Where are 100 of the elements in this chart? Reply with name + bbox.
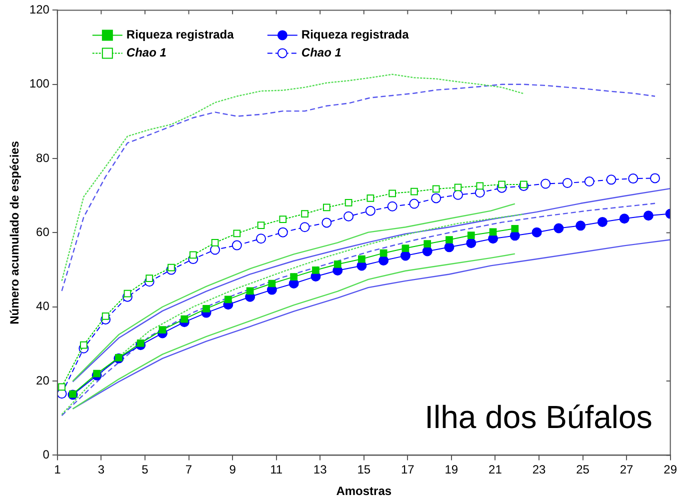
point — [279, 216, 287, 224]
point — [410, 188, 418, 196]
point — [562, 178, 572, 188]
point — [532, 227, 542, 238]
point — [467, 232, 475, 239]
y-tick-label: 80 — [36, 150, 50, 165]
y-tick-label: 100 — [29, 76, 50, 91]
point — [476, 182, 484, 190]
x-axis-title: Amostras — [336, 484, 392, 498]
point — [290, 273, 298, 281]
legend-label: Chao 1 — [301, 46, 342, 60]
y-tick-label: 20 — [36, 373, 50, 388]
point — [58, 383, 66, 391]
y-tick-label: 120 — [29, 2, 50, 17]
legend-label: Chao 1 — [126, 46, 167, 60]
point — [540, 178, 551, 189]
x-tick-label: 27 — [620, 462, 634, 477]
point — [322, 204, 330, 212]
point — [520, 180, 528, 188]
point — [409, 198, 420, 209]
x-tick-label: 5 — [142, 462, 149, 477]
point — [344, 198, 352, 206]
point — [189, 251, 197, 259]
point — [202, 305, 210, 312]
x-tick-label: 15 — [357, 462, 371, 477]
point — [431, 193, 442, 204]
point — [388, 190, 396, 198]
legend-label: Riqueza registrada — [126, 28, 234, 42]
point — [584, 176, 594, 187]
point — [454, 184, 462, 192]
point — [93, 370, 101, 378]
point — [211, 239, 219, 246]
point — [312, 266, 320, 274]
point — [366, 194, 374, 202]
point — [246, 287, 254, 295]
point — [643, 210, 654, 221]
point — [224, 296, 232, 304]
y-axis-title: Número acumulado de espécies — [8, 140, 22, 324]
point — [511, 224, 519, 232]
point — [322, 218, 332, 228]
point — [102, 312, 110, 320]
x-tick-label: 23 — [532, 462, 546, 477]
point — [257, 222, 265, 229]
point — [466, 238, 476, 248]
point — [402, 244, 410, 252]
point — [232, 240, 242, 250]
y-tick-label: 0 — [42, 448, 50, 462]
point — [400, 250, 410, 261]
point — [597, 216, 608, 227]
point — [80, 341, 88, 349]
legend-label: Riqueza registrada — [301, 28, 410, 42]
point — [606, 174, 616, 185]
point — [124, 290, 132, 298]
point — [424, 240, 432, 248]
point — [158, 326, 166, 334]
point — [650, 173, 660, 184]
point — [300, 222, 310, 232]
x-tick-label: 17 — [400, 462, 415, 477]
point — [146, 274, 154, 282]
line-series — [61, 74, 524, 282]
x-tick-label: 3 — [98, 462, 105, 477]
x-tick-label: 21 — [488, 462, 502, 477]
point — [344, 211, 354, 222]
point — [489, 228, 497, 236]
point — [233, 230, 241, 238]
point — [278, 227, 288, 238]
y-tick-label: 60 — [36, 225, 50, 240]
point — [498, 180, 506, 188]
point — [334, 260, 342, 268]
point — [256, 234, 266, 244]
line-series — [61, 84, 656, 292]
x-tick-label: 9 — [229, 462, 236, 477]
point — [432, 185, 440, 193]
point — [444, 242, 454, 252]
point — [422, 246, 432, 256]
point — [180, 315, 188, 323]
point — [168, 264, 175, 272]
point — [358, 255, 366, 263]
x-tick-label: 19 — [444, 462, 458, 477]
point — [387, 201, 398, 212]
x-tick-label: 25 — [576, 462, 590, 477]
x-tick-label: 1 — [54, 462, 62, 477]
x-tick-label: 7 — [185, 462, 192, 477]
point — [378, 256, 389, 266]
x-tick-label: 11 — [270, 462, 283, 477]
point — [136, 340, 144, 347]
y-tick-label: 40 — [36, 299, 50, 314]
point — [301, 210, 308, 218]
point — [380, 249, 388, 257]
point — [446, 236, 453, 244]
point — [554, 223, 564, 234]
point — [628, 174, 638, 184]
point — [365, 206, 376, 216]
x-tick-label: 29 — [664, 462, 678, 477]
point — [576, 220, 586, 231]
point — [268, 280, 276, 288]
x-tick-label: 13 — [313, 462, 328, 477]
point — [453, 190, 463, 200]
point — [619, 214, 630, 224]
annotation: Ilha dos Búfalos — [424, 399, 652, 436]
